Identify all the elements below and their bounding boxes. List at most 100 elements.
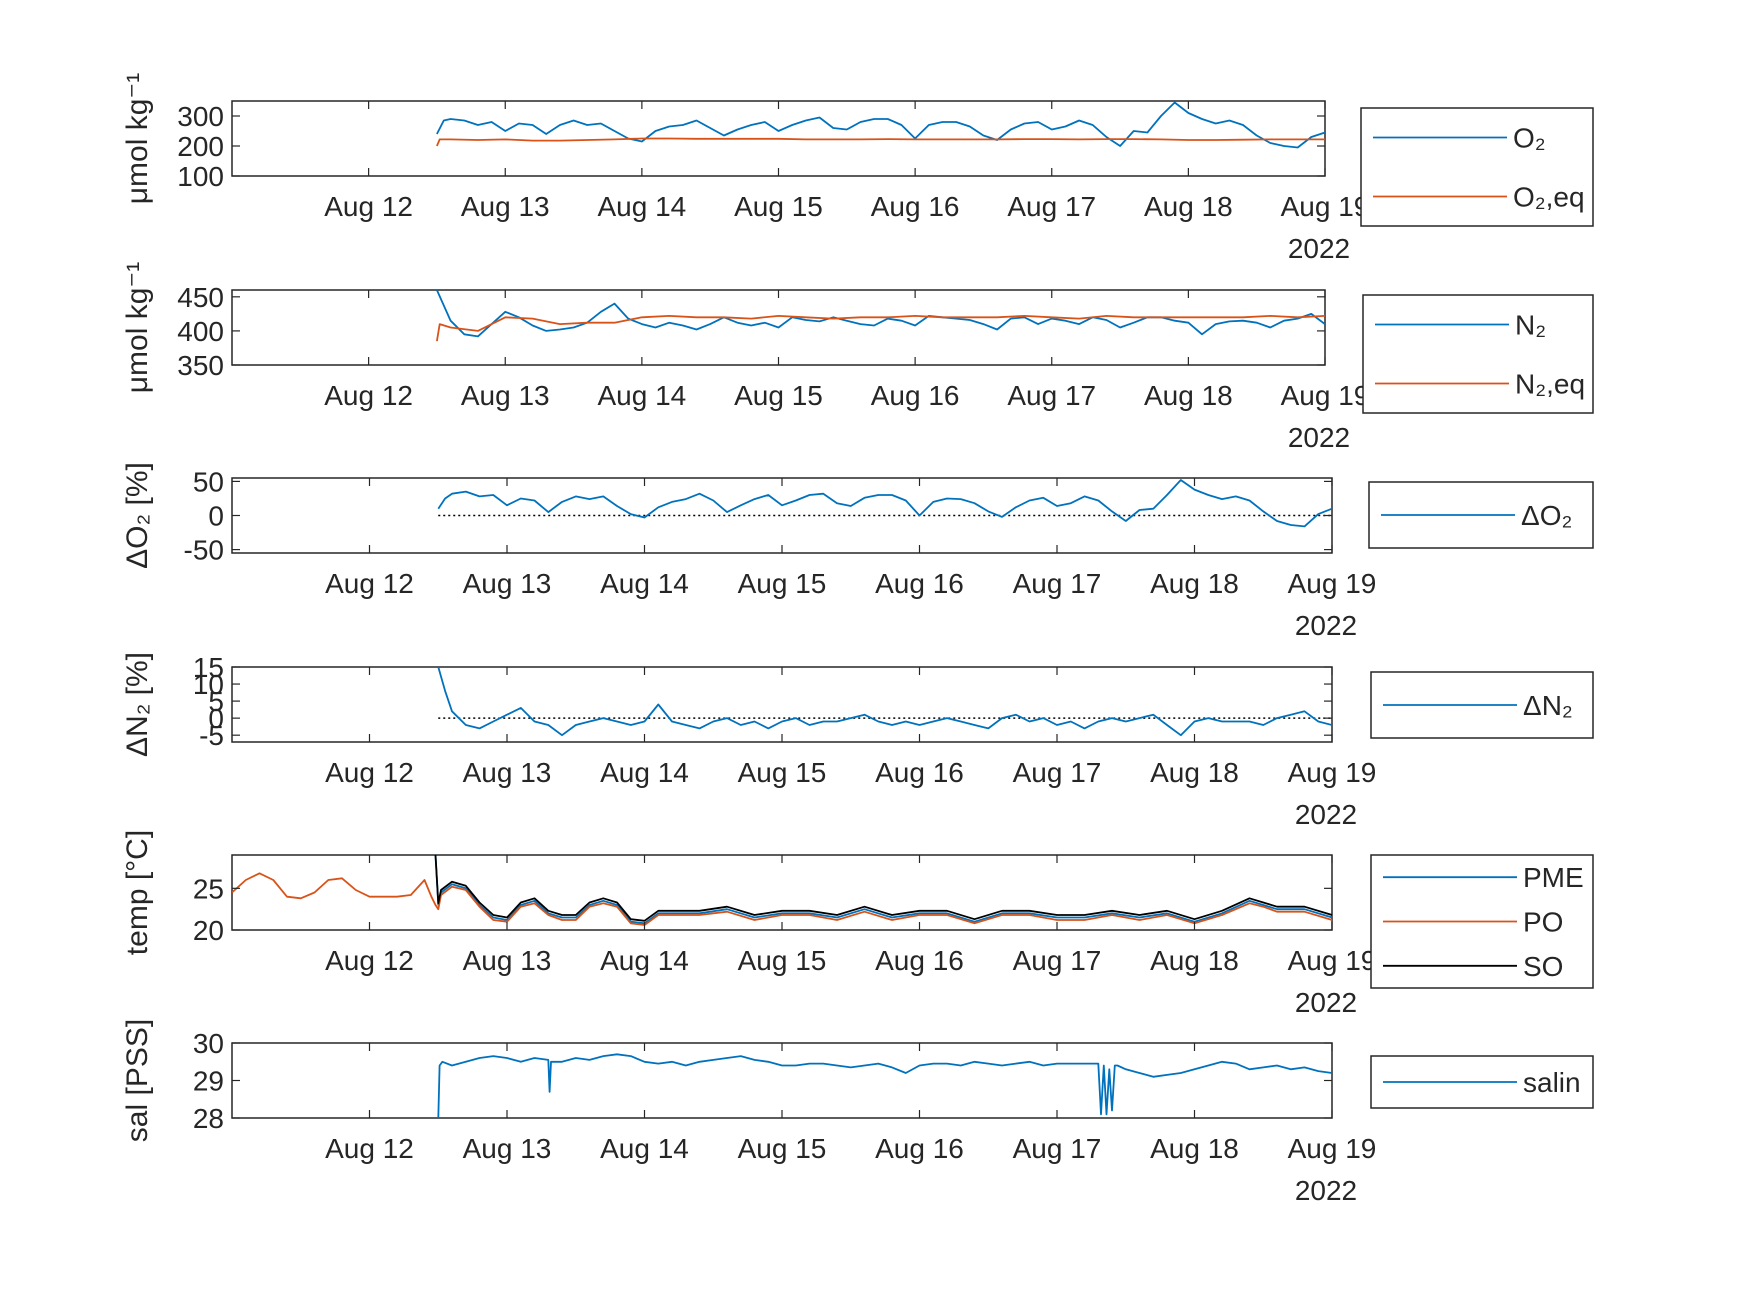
series-line-1 — [437, 667, 1332, 737]
legend-box — [1362, 294, 1594, 414]
legend-label: ΔN₂ — [1523, 690, 1573, 721]
y-tick-label: 300 — [177, 101, 224, 132]
legend-label: PO — [1523, 907, 1563, 938]
x-tick-label: Aug 14 — [600, 945, 689, 976]
x-tick-label: Aug 16 — [875, 945, 964, 976]
x-tick-label: Aug 12 — [324, 191, 413, 222]
panel-delta-o2: Aug 12 Aug 13 Aug 14 Aug 15 Aug 16 Aug 17 Aug … — [121, 462, 1594, 641]
y-tick-label: 30 — [193, 1028, 224, 1059]
x-tick-label: Aug 13 — [463, 757, 552, 788]
y-axis-title: ΔO₂ [%] — [121, 462, 154, 569]
x-tick-label: Aug 17 — [1007, 380, 1096, 411]
y-tick-label: 100 — [177, 161, 224, 192]
x-tick-label: Aug 19 — [1288, 757, 1377, 788]
y-tick-label: 0 — [208, 703, 224, 734]
legend-label: ΔO₂ — [1521, 500, 1572, 531]
legend: ΔN₂ — [1370, 671, 1594, 739]
y-axis-title: temp [°C] — [121, 830, 154, 955]
x-tick-label: Aug 12 — [325, 945, 414, 976]
x-tick-label: Aug 17 — [1007, 191, 1096, 222]
x-tick-label: Aug 15 — [738, 1133, 827, 1164]
y-tick-label: 350 — [177, 350, 224, 381]
x-tick-label: Aug 19 — [1288, 1133, 1377, 1164]
y-tick-label: 29 — [193, 1066, 224, 1097]
axes-box — [231, 1042, 1333, 1119]
legend: PME PO SO — [1370, 854, 1594, 989]
panel-sal: Aug 12 Aug 13 Aug 14 Aug 15 Aug 16 Aug 17 Aug … — [121, 1019, 1594, 1206]
x-year-label: 2022 — [1295, 610, 1357, 641]
axes-box — [231, 477, 1333, 554]
x-tick-label: Aug 12 — [325, 1133, 414, 1164]
panel-delta-n2: Aug 12 Aug 13 Aug 14 Aug 15 Aug 16 Aug 17 Aug … — [121, 652, 1594, 830]
y-tick-label: 15 — [193, 652, 224, 683]
x-tick-label: Aug 13 — [461, 191, 550, 222]
x-tick-label: Aug 14 — [600, 1133, 689, 1164]
x-tick-label: Aug 15 — [738, 757, 827, 788]
series-line-1 — [434, 855, 1332, 925]
x-tick-label: Aug 15 — [734, 380, 823, 411]
x-tick-label: Aug 18 — [1144, 380, 1233, 411]
legend-label: O₂,eq — [1513, 182, 1585, 213]
y-tick-label: 450 — [177, 282, 224, 313]
y-tick-label: -50 — [184, 535, 224, 566]
y-tick-label: 400 — [177, 316, 224, 347]
x-tick-label: Aug 19 — [1281, 191, 1370, 222]
y-tick-label: 200 — [177, 131, 224, 162]
x-tick-label: Aug 13 — [463, 945, 552, 976]
x-tick-label: Aug 16 — [875, 757, 964, 788]
legend-label: PME — [1523, 862, 1584, 893]
x-tick-label: Aug 13 — [461, 380, 550, 411]
x-tick-label: Aug 12 — [325, 757, 414, 788]
y-tick-label: -5 — [199, 720, 224, 751]
x-tick-label: Aug 19 — [1281, 380, 1370, 411]
legend-label: N₂ — [1515, 310, 1546, 341]
x-tick-label: Aug 15 — [734, 191, 823, 222]
y-axis-title: ΔN₂ [%] — [121, 652, 154, 757]
panel-temp: Aug 12 Aug 13 Aug 14 Aug 15 Aug 16 Aug 17 Aug … — [121, 830, 1594, 1018]
series-line-2 — [436, 137, 1325, 147]
x-tick-label: Aug 14 — [598, 380, 687, 411]
y-axis-title: μmol kg⁻¹ — [121, 73, 154, 204]
x-tick-label: Aug 19 — [1288, 945, 1377, 976]
x-tick-label: Aug 12 — [325, 568, 414, 599]
y-axis-title: sal [PSS] — [121, 1019, 154, 1142]
x-tick-label: Aug 14 — [598, 191, 687, 222]
x-year-label: 2022 — [1288, 233, 1350, 264]
x-tick-label: Aug 17 — [1013, 945, 1102, 976]
x-tick-label: Aug 16 — [875, 568, 964, 599]
x-year-label: 2022 — [1295, 1175, 1357, 1206]
y-tick-label: 25 — [193, 873, 224, 904]
x-tick-label: Aug 15 — [738, 945, 827, 976]
legend-label: O₂ — [1513, 123, 1546, 154]
x-tick-label: Aug 18 — [1150, 1133, 1239, 1164]
x-tick-label: Aug 13 — [463, 568, 552, 599]
series-line-3 — [434, 855, 1332, 922]
legend-label: SO — [1523, 951, 1563, 982]
axes-box — [231, 854, 1333, 931]
x-tick-label: Aug 17 — [1013, 757, 1102, 788]
legend-box — [1360, 107, 1594, 227]
axes-box — [231, 666, 1333, 743]
x-tick-label: Aug 17 — [1013, 568, 1102, 599]
x-tick-label: Aug 16 — [875, 1133, 964, 1164]
y-tick-label: 0 — [208, 501, 224, 532]
series-line-1 — [437, 1053, 1332, 1118]
x-tick-label: Aug 18 — [1144, 191, 1233, 222]
series-line-2 — [436, 315, 1325, 342]
y-tick-label: 50 — [193, 466, 224, 497]
legend: N₂ N₂,eq — [1362, 294, 1594, 414]
legend: O₂ O₂,eq — [1360, 107, 1594, 227]
x-tick-label: Aug 15 — [738, 568, 827, 599]
x-tick-label: Aug 14 — [600, 568, 689, 599]
x-year-label: 2022 — [1295, 799, 1357, 830]
x-tick-label: Aug 19 — [1288, 568, 1377, 599]
panel-o2: Aug 12 Aug 13 Aug 14 Aug 15 Aug 16 Aug 17 Aug … — [121, 73, 1594, 264]
series-line-2 — [232, 872, 1332, 926]
x-tick-label: Aug 12 — [324, 380, 413, 411]
panel-n2: Aug 12 Aug 13 Aug 14 Aug 15 Aug 16 Aug 17 Aug … — [121, 262, 1594, 453]
y-tick-label: 20 — [193, 915, 224, 946]
legend: salin — [1370, 1055, 1594, 1109]
y-tick-label: 5 — [208, 686, 224, 717]
x-tick-label: Aug 18 — [1150, 757, 1239, 788]
